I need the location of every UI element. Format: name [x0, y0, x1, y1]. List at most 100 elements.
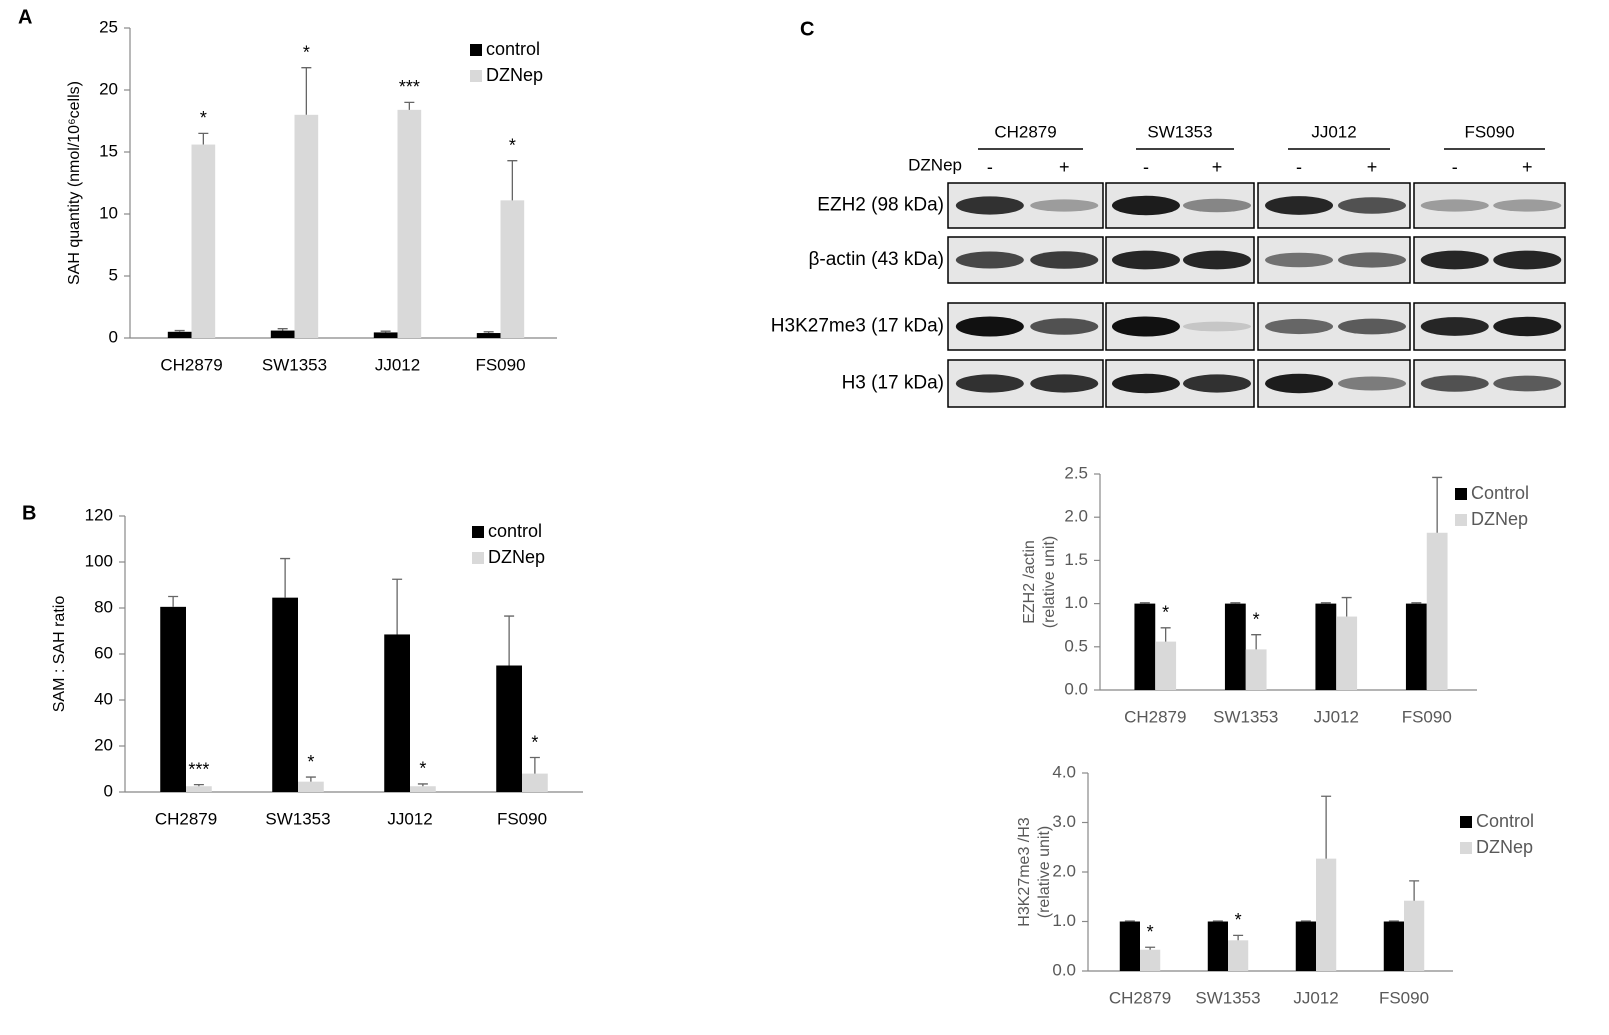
treatment-sign: - [1296, 157, 1302, 177]
blot-band [1493, 250, 1562, 270]
blot-band [1420, 317, 1489, 336]
bar [1383, 921, 1404, 971]
y-tick-label: 20 [94, 735, 113, 754]
legend-swatch [472, 526, 484, 538]
significance-mark: *** [188, 759, 209, 779]
x-tick-label: SW1353 [265, 809, 330, 828]
bar [1316, 858, 1337, 971]
blot-frame [1105, 182, 1255, 229]
y-axis-label: (relative unit) [1036, 826, 1053, 918]
bar [270, 330, 295, 338]
blot-frame [1413, 182, 1566, 229]
blot-row-label: EZH2 (98 kDa) [817, 195, 944, 216]
error-bar [1411, 602, 1422, 604]
blot-band [1493, 316, 1562, 337]
legend-label: DZNep [486, 65, 543, 85]
treatment-sign: + [1522, 157, 1533, 177]
blot-band [1493, 199, 1562, 212]
legend-label: control [488, 521, 542, 541]
bar [1295, 921, 1316, 971]
x-tick-label: SW1353 [1213, 707, 1278, 726]
bar [1207, 921, 1228, 971]
blot-row-label: β-actin (43 kDa) [808, 249, 944, 270]
error-bar [529, 756, 540, 774]
y-tick-label: 1.0 [1052, 911, 1076, 930]
y-tick-label: 100 [85, 551, 113, 570]
bar [272, 597, 298, 792]
blot-band [1265, 252, 1334, 268]
bar [1155, 641, 1177, 690]
blot-band [1338, 252, 1406, 268]
significance-mark: * [531, 732, 538, 752]
bar [1405, 603, 1427, 690]
y-axis-label: EZH2 /actin [1021, 540, 1038, 624]
x-tick-label: FS090 [1402, 707, 1452, 726]
error-bar [1409, 880, 1420, 901]
blot-band [1183, 198, 1251, 213]
significance-mark: * [1235, 910, 1242, 930]
bar [1134, 603, 1156, 690]
bar [1119, 921, 1140, 971]
y-tick-label: 0 [104, 781, 113, 800]
significance-mark: * [419, 759, 426, 779]
blot-band [955, 374, 1024, 393]
blot-band [1265, 373, 1334, 394]
y-axis-label: H3K27me3 /H3 [1016, 817, 1033, 926]
blot-band [1420, 199, 1489, 212]
blot-band [1111, 250, 1180, 270]
blot-band [1265, 318, 1334, 335]
y-tick-label: 20 [99, 79, 118, 98]
legend-swatch [1460, 842, 1472, 854]
error-bar [174, 329, 185, 332]
bar [191, 144, 216, 338]
y-tick-label: 120 [85, 505, 113, 524]
bar [1315, 603, 1337, 690]
x-tick-label: CH2879 [1124, 707, 1186, 726]
blot-band [1338, 197, 1406, 214]
bar [186, 786, 212, 792]
y-axis-label: SAH quantity (nmol/10⁶cells) [66, 81, 83, 285]
cell-line-label: SW1353 [1147, 122, 1212, 141]
error-bar [1432, 476, 1443, 533]
bar [397, 109, 422, 338]
x-tick-label: JJ012 [387, 809, 432, 828]
legend-swatch [470, 44, 482, 56]
cell-line-label: JJ012 [1311, 122, 1356, 141]
treatment-sign: + [1059, 157, 1070, 177]
error-bar [380, 330, 391, 333]
legend-label: DZNep [1471, 509, 1528, 529]
treatment-sign: - [1452, 157, 1458, 177]
x-tick-label: SW1353 [262, 355, 327, 374]
x-tick-label: CH2879 [1109, 988, 1171, 1007]
blot-band [1420, 375, 1489, 392]
legend-label: DZNep [1476, 837, 1533, 857]
x-tick-label: CH2879 [160, 355, 222, 374]
significance-mark: * [1162, 603, 1169, 623]
bar [1336, 616, 1358, 690]
error-bar [193, 783, 204, 787]
blot-band [1338, 376, 1406, 391]
significance-mark: * [307, 752, 314, 772]
significance-mark: * [1147, 922, 1154, 942]
y-tick-label: 4.0 [1052, 762, 1076, 781]
error-bar [280, 557, 291, 598]
error-bar [404, 101, 415, 110]
y-axis-label: SAM : SAH ratio [51, 596, 68, 713]
y-tick-label: 2.0 [1064, 507, 1088, 526]
significance-mark: * [200, 108, 207, 128]
cell-line-label: CH2879 [994, 122, 1056, 141]
treatment-sign: + [1212, 157, 1223, 177]
bar [1140, 949, 1161, 971]
blot-band [1493, 375, 1562, 392]
error-bar [507, 160, 518, 201]
y-axis-label: (relative unit) [1041, 536, 1058, 628]
blot-band [1420, 250, 1489, 270]
legend-swatch [1455, 514, 1467, 526]
x-tick-label: FS090 [497, 809, 547, 828]
bar [294, 114, 319, 338]
bar [1426, 532, 1448, 690]
error-bar [392, 578, 403, 635]
x-tick-label: FS090 [1379, 988, 1429, 1007]
x-tick-label: SW1353 [1195, 988, 1260, 1007]
